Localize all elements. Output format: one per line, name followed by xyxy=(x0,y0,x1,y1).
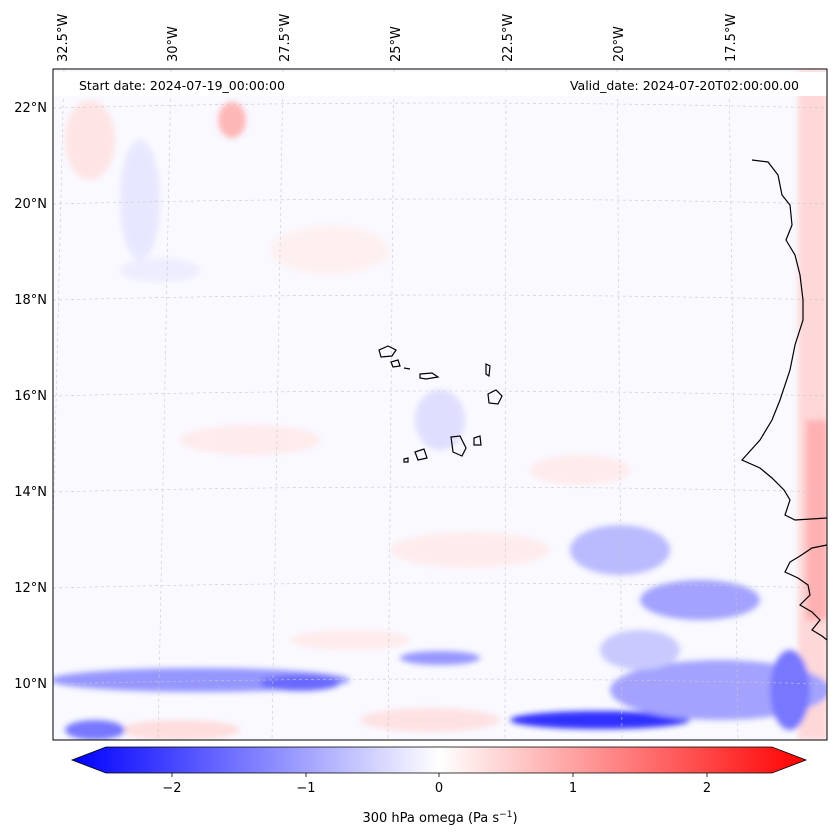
colorbar-label: 300 hPa omega (Pa s−1) xyxy=(362,810,517,826)
lon-label: 22.5°W xyxy=(501,14,516,62)
lon-label: 32.5°W xyxy=(56,14,71,62)
omega-field xyxy=(53,70,827,740)
lat-label: 14°N xyxy=(14,485,47,500)
colorbar-label-suffix: ) xyxy=(512,811,517,826)
lat-label: 16°N xyxy=(14,389,47,404)
start-date-label: Start date: 2024-07-19_00:00:00 xyxy=(79,78,285,93)
colorbar-tick-label: 2 xyxy=(703,781,711,796)
colorbar-tick-label: −1 xyxy=(296,781,315,796)
longitude-labels: 32.5°W 30°W 27.5°W 25°W 22.5°W 20°W 17.5… xyxy=(56,14,739,62)
colorbar-bar xyxy=(70,746,808,774)
colorbar-label-exp: −1 xyxy=(499,810,512,820)
lat-label: 10°N xyxy=(14,677,47,692)
colorbar: −2 −1 0 1 2 300 hPa omega (Pa s−1) xyxy=(70,746,808,826)
title-strip xyxy=(53,72,827,96)
lon-label: 30°W xyxy=(166,26,181,62)
africa-coastline xyxy=(741,159,827,521)
lat-label: 20°N xyxy=(14,197,47,212)
cape-verde-islands xyxy=(378,345,503,463)
lat-label: 12°N xyxy=(14,581,47,596)
lon-label: 25°W xyxy=(389,26,404,62)
colorbar-tick-label: 1 xyxy=(569,781,577,796)
colorbar-tick-label: 0 xyxy=(435,781,443,796)
colorbar-label-text: 300 hPa omega (Pa s xyxy=(362,811,499,826)
lat-label: 22°N xyxy=(14,101,47,116)
lon-label: 27.5°W xyxy=(278,14,293,62)
lon-label: 20°W xyxy=(612,26,627,62)
map-frame xyxy=(52,68,828,741)
latitude-labels: 22°N 20°N 18°N 16°N 14°N 12°N 10°N xyxy=(14,101,47,692)
africa-coastline-south xyxy=(784,544,827,641)
lat-label: 18°N xyxy=(14,293,47,308)
gridlines xyxy=(53,69,827,740)
map-panel xyxy=(53,69,827,740)
valid-date-label: Valid_date: 2024-07-20T02:00:00.00 xyxy=(570,78,799,93)
colorbar-tick-label: −2 xyxy=(162,781,181,796)
lon-label: 17.5°W xyxy=(724,14,739,62)
colorbar-ticks xyxy=(171,773,708,777)
